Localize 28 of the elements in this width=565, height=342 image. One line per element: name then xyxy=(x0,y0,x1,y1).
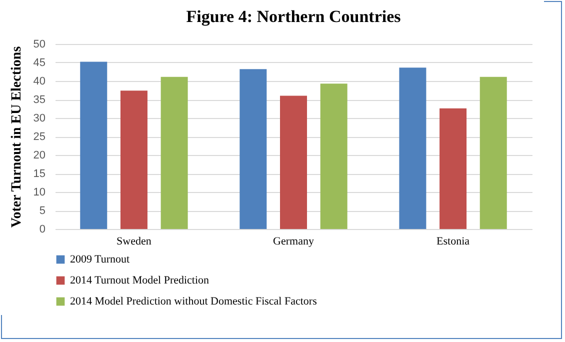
legend-label: 2009 Turnout xyxy=(70,254,130,266)
y-tick-label: 40 xyxy=(33,76,46,88)
bar xyxy=(440,108,467,229)
y-tick-label: 15 xyxy=(33,168,46,180)
y-tick-label: 35 xyxy=(33,94,46,106)
bar xyxy=(320,84,348,229)
chart-title: Figure 4: Northern Countries xyxy=(186,7,402,26)
bar xyxy=(120,90,148,229)
bar xyxy=(480,76,507,229)
y-tick-label: 30 xyxy=(33,112,46,124)
bar xyxy=(160,76,188,229)
x-tick-label: Germany xyxy=(273,236,314,248)
y-tick-label: 45 xyxy=(33,57,46,69)
bar xyxy=(399,68,426,229)
x-tick-label: Sweden xyxy=(116,236,152,248)
y-tick-label: 5 xyxy=(39,205,46,217)
legend-label: 2014 Model Prediction without Domestic Fiscal Factors xyxy=(70,296,317,308)
y-tick-label: 20 xyxy=(33,150,46,162)
bar xyxy=(80,62,108,229)
y-axis-title: Voter Turnout in EU Elections xyxy=(9,46,24,228)
legend-label: 2014 Turnout Model Prediction xyxy=(70,274,210,286)
x-tick-label: Estonia xyxy=(436,236,470,248)
y-tick-label: 25 xyxy=(33,131,46,143)
y-tick-label: 50 xyxy=(33,38,46,50)
bar xyxy=(240,69,267,229)
bar xyxy=(280,96,307,229)
y-tick-label: 10 xyxy=(33,186,46,198)
y-tick-label: 0 xyxy=(39,224,46,236)
